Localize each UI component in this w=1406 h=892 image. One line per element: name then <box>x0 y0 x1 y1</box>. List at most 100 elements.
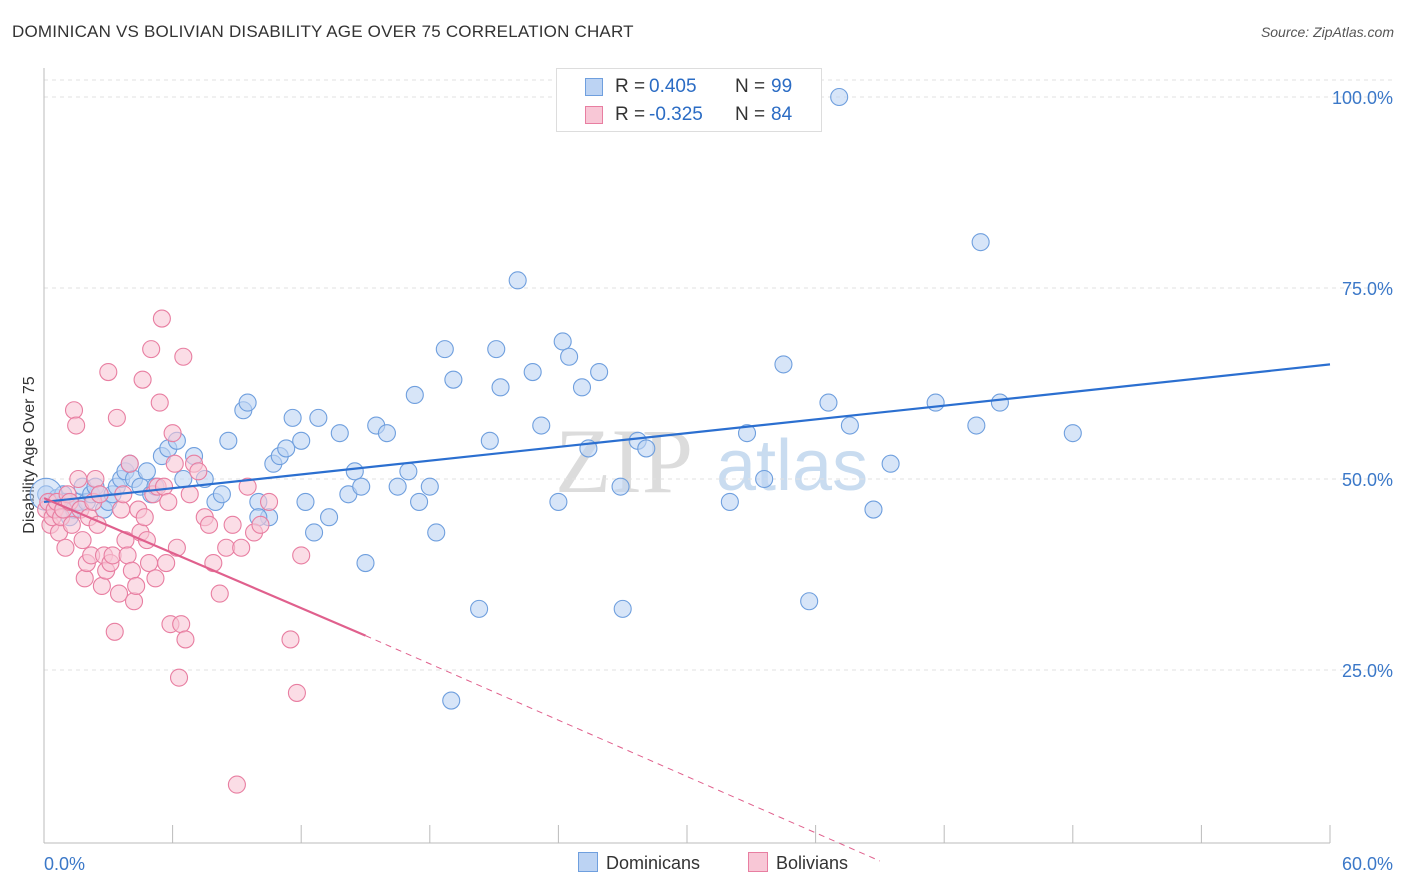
x-tick-labels: 0.0% 60.0% <box>44 854 1393 874</box>
y-tick-label: 50.0% <box>1342 470 1393 490</box>
axes <box>43 68 1331 844</box>
dominican-point <box>480 431 499 450</box>
bolivian-point <box>105 622 124 641</box>
bolivian-point <box>146 569 165 588</box>
bolivian-point <box>109 584 129 603</box>
y-tick-label: 100.0% <box>1332 88 1393 108</box>
dominican-point <box>637 439 656 458</box>
dominicans-legend-label: Dominicans <box>606 853 701 873</box>
dominican-point <box>572 378 592 397</box>
bolivian-point <box>169 668 189 687</box>
watermark: ZIP atlas <box>555 410 868 512</box>
source-label: Source: ZipAtlas.com <box>1260 24 1394 40</box>
n-label: N = <box>735 76 766 97</box>
dominican-point <box>470 599 489 618</box>
bolivian-point <box>152 309 171 328</box>
dominican-point <box>330 424 349 443</box>
dominicans-trend-line <box>43 363 1331 504</box>
watermark-atlas: atlas <box>716 426 868 506</box>
bolivian-point <box>251 515 270 534</box>
dominican-point <box>926 393 945 412</box>
bolivian-point <box>180 485 199 504</box>
dominican-point <box>720 492 739 511</box>
x-tick-label-max: 60.0% <box>1342 854 1393 874</box>
bolivian-point <box>189 462 208 481</box>
bolivian-point <box>223 515 242 534</box>
bolivian-point <box>73 531 92 550</box>
dominican-point <box>971 233 990 252</box>
correlation-legend: R = 0.405 N = 99 R = -0.325 N = 84 <box>556 68 822 132</box>
bolivians-trend-extension <box>365 635 881 862</box>
bolivian-point <box>142 340 161 359</box>
bolivian-point <box>287 683 306 702</box>
bolivian-point <box>86 469 105 489</box>
bolivian-point <box>127 576 146 596</box>
y-tick-label: 75.0% <box>1342 279 1393 299</box>
dominicans-r-value: 0.405 <box>649 76 697 97</box>
dominican-point <box>737 424 757 443</box>
bolivian-point <box>167 538 186 557</box>
dominican-point <box>174 469 193 489</box>
bolivian-point <box>163 424 182 443</box>
watermark-zip: ZIP <box>555 410 693 512</box>
dominican-point <box>864 500 883 519</box>
bolivian-point <box>259 492 279 511</box>
dominican-point <box>549 492 568 511</box>
dominican-point <box>613 599 632 618</box>
dominican-point <box>553 332 572 351</box>
dominican-point <box>487 340 506 359</box>
grid <box>44 79 1392 671</box>
bolivians-r-value: -0.325 <box>649 104 703 125</box>
bolivian-point <box>124 592 144 611</box>
bolivian-point <box>217 538 236 557</box>
dominican-point <box>830 87 849 107</box>
bolivian-point <box>69 469 88 489</box>
bolivian-point <box>176 630 195 649</box>
trend-lines <box>43 363 1331 862</box>
dominican-point <box>410 492 429 511</box>
bolivian-point <box>133 370 152 389</box>
dominican-point <box>320 508 339 527</box>
dominican-point <box>377 424 396 443</box>
dominican-point <box>491 378 510 397</box>
bolivian-point <box>64 401 84 420</box>
bolivians-legend-label: Bolivians <box>776 853 849 873</box>
dominican-point <box>345 462 364 481</box>
y-tick-label: 25.0% <box>1342 661 1393 681</box>
bottom-legend-bolivians: Bolivians <box>748 852 848 874</box>
y-tick-labels: 25.0% 50.0% 75.0% 100.0% <box>1332 88 1393 681</box>
bolivian-point <box>62 515 81 534</box>
bolivian-point <box>172 615 191 634</box>
chart-title: DOMINICAN VS BOLIVIAN DISABILITY AGE OVE… <box>12 22 634 41</box>
dominican-point <box>309 408 328 427</box>
dominican-point <box>427 523 446 542</box>
dominicans-n-value: 99 <box>771 76 793 97</box>
dominican-point <box>305 523 324 542</box>
bolivian-point <box>199 515 219 534</box>
dominican-point <box>292 431 311 450</box>
bolivian-point <box>292 546 311 565</box>
dominican-point <box>296 492 315 511</box>
bolivian-point <box>227 775 246 794</box>
bolivian-point <box>238 477 257 496</box>
dominican-point <box>352 477 371 496</box>
bolivian-point <box>112 500 131 519</box>
bolivian-point <box>135 508 154 527</box>
bolivian-point <box>159 492 178 511</box>
bolivian-point <box>107 408 126 427</box>
dominican-point <box>881 454 900 473</box>
bolivian-point <box>174 347 193 366</box>
bolivian-point <box>92 576 111 596</box>
bolivian-point <box>75 569 94 588</box>
dominican-point <box>560 347 579 366</box>
dominican-point <box>1063 424 1082 443</box>
bolivian-point <box>120 454 139 473</box>
bolivians-trend-line <box>43 497 366 637</box>
dominican-point <box>399 462 418 481</box>
dominican-point <box>819 393 838 412</box>
bolivian-point <box>165 454 184 473</box>
bolivian-point <box>232 538 251 557</box>
dominican-point <box>990 393 1009 412</box>
bolivian-point <box>67 416 86 435</box>
